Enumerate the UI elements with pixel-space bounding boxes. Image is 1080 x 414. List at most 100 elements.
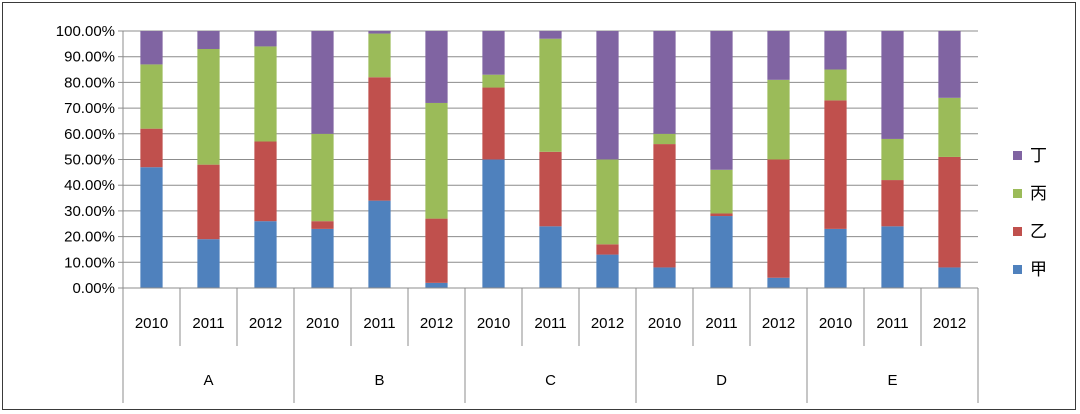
bar-segment — [140, 31, 163, 65]
bar-segment — [653, 133, 676, 145]
bar-segment — [881, 226, 904, 288]
bar-segment — [539, 226, 562, 288]
x-tick-label-group: D — [716, 372, 727, 389]
y-axis: 0.00% 10.00% 20.00% 30.00% 40.00% 50.00% 60.00… — [56, 23, 124, 297]
bar-segment — [710, 31, 733, 170]
bar-segment — [539, 31, 562, 39]
x-tick-label-year: 2010 — [819, 315, 852, 332]
bar-segment — [368, 31, 391, 34]
bar-segment — [254, 31, 277, 47]
bar-segment — [368, 33, 391, 78]
bar-segment — [881, 138, 904, 181]
y-tick-label: 60.00% — [64, 126, 115, 143]
x-tick-label-year: 2012 — [249, 315, 282, 332]
bar-segment — [140, 167, 163, 288]
x-tick-label-year: 2011 — [192, 315, 224, 332]
x-tick-label-group: B — [374, 372, 384, 389]
x-tick-label-group: A — [203, 372, 213, 389]
bar-segment — [710, 216, 733, 288]
x-tick-label-year: 2011 — [705, 315, 737, 332]
x-axis: 2010 2011 2012 2010 2011 2012 2010 2011 2012 2010… — [122, 287, 979, 403]
y-tick-label: 20.00% — [64, 229, 115, 246]
legend-label: 乙 — [1030, 222, 1047, 242]
bar-segment — [824, 100, 847, 229]
bars — [140, 31, 961, 288]
bar-segment — [482, 31, 505, 75]
bar-segment — [653, 267, 676, 288]
bar-segment — [425, 282, 448, 288]
bar-segment — [596, 244, 619, 255]
x-tick-label-year: 2011 — [534, 315, 566, 332]
bar-segment — [482, 87, 505, 160]
bar-segment — [881, 31, 904, 139]
y-tick-label: 0.00% — [72, 280, 115, 297]
bar-segment — [539, 38, 562, 152]
bar-segment — [425, 31, 448, 103]
bar-segment — [425, 102, 448, 219]
bar-segment — [482, 74, 505, 88]
x-tick-label-year: 2010 — [306, 315, 339, 332]
x-tick-label-year: 2012 — [762, 315, 795, 332]
bar-segment — [710, 169, 733, 214]
bar-segment — [767, 31, 790, 80]
bar-segment — [767, 79, 790, 160]
bar-segment — [653, 144, 676, 268]
bar-segment — [197, 239, 220, 288]
bar-segment — [767, 277, 790, 288]
bar-segment — [311, 228, 334, 288]
x-tick-label-year: 2012 — [420, 315, 453, 332]
bar-segment — [140, 128, 163, 168]
bar-segment — [938, 97, 961, 157]
x-tick-label-group: C — [545, 372, 556, 389]
bar-segment — [482, 159, 505, 288]
bar-segment — [824, 69, 847, 101]
bar-segment — [140, 64, 163, 129]
y-tick-label: 70.00% — [64, 100, 115, 117]
bar-segment — [311, 221, 334, 229]
bar-segment — [653, 31, 676, 134]
y-tick-label: 50.00% — [64, 152, 115, 169]
legend-swatch — [1013, 151, 1022, 160]
bar-segment — [368, 77, 391, 201]
x-tick-label-year: 2012 — [591, 315, 624, 332]
x-tick-label-year: 2010 — [477, 315, 510, 332]
y-tick-label: 90.00% — [64, 49, 115, 66]
bar-segment — [254, 141, 277, 222]
x-tick-label-year: 2010 — [648, 315, 681, 332]
legend-label: 丁 — [1030, 146, 1047, 166]
bar-segment — [938, 31, 961, 98]
bar-segment — [311, 31, 334, 134]
y-tick-label: 40.00% — [64, 177, 115, 194]
bar-segment — [254, 46, 277, 142]
bar-segment — [197, 164, 220, 240]
bar-segment — [596, 254, 619, 288]
bar-segment — [197, 48, 220, 165]
legend-swatch — [1013, 189, 1022, 198]
x-tick-label-year: 2010 — [135, 315, 168, 332]
x-tick-label-year: 2011 — [876, 315, 908, 332]
legend-swatch — [1013, 227, 1022, 236]
x-tick-label-year: 2012 — [933, 315, 966, 332]
y-tick-label: 100.00% — [56, 23, 115, 40]
y-tick-label: 10.00% — [64, 254, 115, 271]
bar-segment — [824, 228, 847, 288]
bar-segment — [767, 159, 790, 278]
bar-segment — [596, 31, 619, 160]
bar-segment — [197, 31, 220, 49]
y-tick-label: 30.00% — [64, 203, 115, 220]
x-tick-label-group: E — [887, 372, 897, 389]
legend-swatch — [1013, 265, 1022, 274]
bar-segment — [710, 213, 733, 217]
legend-label: 丙 — [1030, 184, 1047, 204]
bar-segment — [938, 156, 961, 268]
bar-segment — [824, 31, 847, 70]
bar-segment — [368, 200, 391, 288]
x-tick-label-year: 2011 — [363, 315, 395, 332]
bar-segment — [311, 133, 334, 222]
y-tick-label: 80.00% — [64, 74, 115, 91]
bar-segment — [596, 159, 619, 245]
bar-segment — [425, 218, 448, 283]
